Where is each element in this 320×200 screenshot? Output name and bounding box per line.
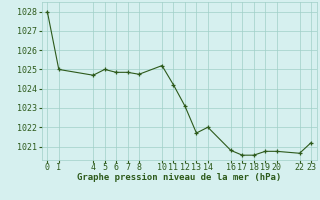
X-axis label: Graphe pression niveau de la mer (hPa): Graphe pression niveau de la mer (hPa) — [77, 173, 281, 182]
